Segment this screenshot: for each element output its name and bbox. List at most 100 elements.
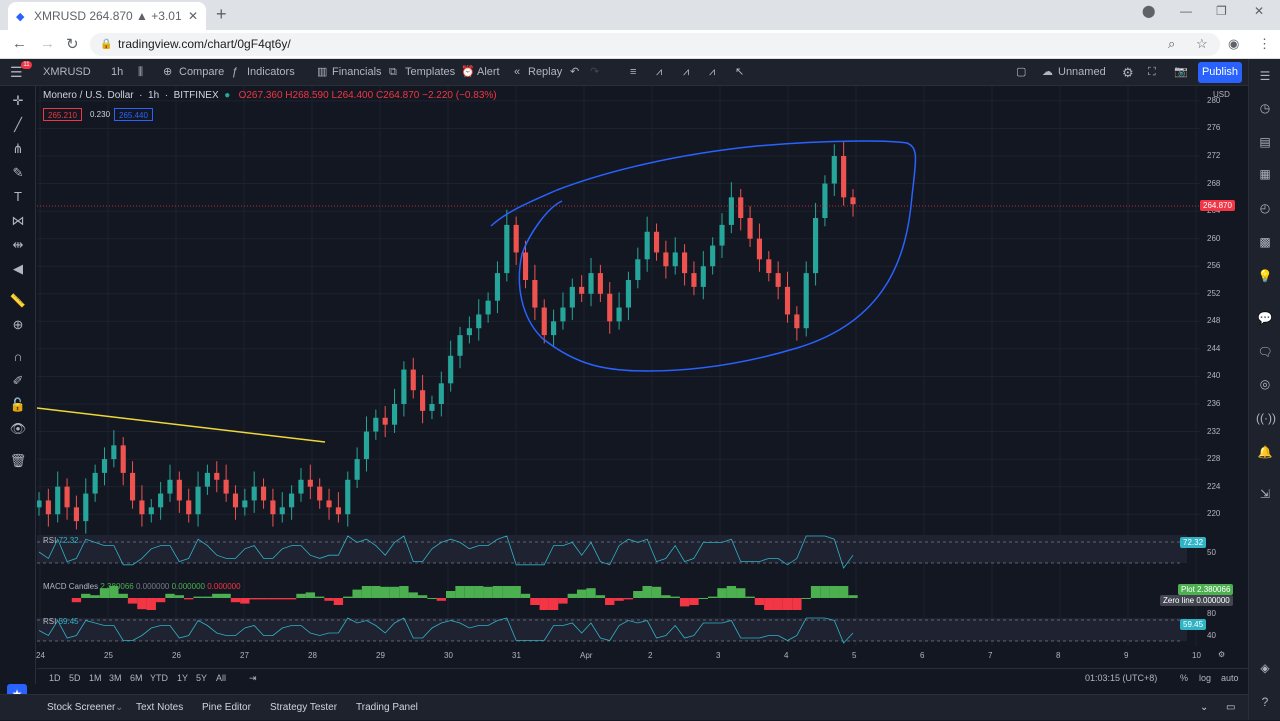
range-all[interactable]: All: [216, 673, 227, 683]
bookmark-star-icon[interactable]: ☆: [1196, 36, 1208, 51]
auto-toggle[interactable]: auto: [1221, 673, 1239, 683]
bid-price-box[interactable]: 265.210: [43, 108, 82, 121]
symbol-name[interactable]: Monero / U.S. Dollar: [43, 90, 134, 101]
tab-stock-screener[interactable]: Stock Screener: [47, 702, 116, 713]
replay-icon[interactable]: «: [514, 66, 521, 78]
compare-button[interactable]: Compare: [179, 66, 225, 78]
fullscreen-icon[interactable]: ⛶: [1148, 66, 1156, 78]
financials-button[interactable]: Financials: [332, 66, 382, 78]
browser-tab[interactable]: ◆ XMRUSD 264.870 ▲ +3.01% Unnamed ✕: [8, 2, 206, 30]
financials-icon[interactable]: ▥: [317, 66, 328, 78]
layout-icon[interactable]: ▢: [1016, 66, 1027, 78]
templates-button[interactable]: Templates: [405, 66, 456, 78]
time-settings-icon[interactable]: ⚙: [1218, 650, 1226, 659]
tab-trading-panel[interactable]: Trading Panel: [356, 702, 418, 713]
range-6m[interactable]: 6M: [130, 673, 143, 683]
trend-line-icon[interactable]: ╱: [14, 117, 22, 132]
data-window-icon[interactable]: ▤: [1259, 135, 1271, 149]
cloud-icon[interactable]: ☁: [1042, 66, 1053, 78]
calendar-icon[interactable]: ◴: [1259, 201, 1271, 215]
browser-menu-icon[interactable]: ⋮: [1258, 36, 1271, 51]
brush-icon[interactable]: ✎: [12, 165, 24, 180]
maximize-panel-icon[interactable]: ▭: [1226, 702, 1236, 713]
chat-icon[interactable]: 💬: [1257, 311, 1273, 325]
arrow-back-icon[interactable]: ◀: [13, 261, 23, 276]
replay-button[interactable]: Replay: [528, 66, 563, 78]
calendar-grid-icon[interactable]: ▩: [1259, 235, 1271, 249]
layout-name[interactable]: Unnamed: [1058, 66, 1106, 78]
chat-icon-2[interactable]: 🗨: [1257, 345, 1273, 359]
zoom-in-icon[interactable]: ⊕: [12, 317, 24, 332]
fib-icon[interactable]: ⋔: [12, 141, 24, 156]
range-3m[interactable]: 3M: [109, 673, 122, 683]
trash-icon[interactable]: 🗑: [9, 453, 27, 468]
range-ytd[interactable]: YTD: [150, 673, 168, 683]
range-1m[interactable]: 1M: [89, 673, 102, 683]
chart-style-icon[interactable]: ⫼: [138, 66, 144, 78]
close-window-icon[interactable]: ✕: [1254, 4, 1265, 18]
alerts-clock-icon[interactable]: ◷: [1259, 101, 1271, 115]
indicators-button[interactable]: Indicators: [247, 66, 295, 78]
tab-strategy-tester[interactable]: Strategy Tester: [270, 702, 338, 713]
watchlist-icon[interactable]: ☰: [1259, 69, 1271, 83]
tab-text-notes[interactable]: Text Notes: [136, 702, 184, 713]
collapse-panel-icon[interactable]: ⌄: [1200, 702, 1209, 713]
forward-icon[interactable]: →: [40, 35, 55, 52]
profile-dropdown-icon[interactable]: ⬤: [1142, 4, 1156, 18]
range-5y[interactable]: 5Y: [196, 673, 208, 683]
cursor-icon[interactable]: ↖: [735, 66, 745, 78]
hide-drawings-icon[interactable]: 👁: [9, 421, 27, 436]
tab-close-icon[interactable]: ✕: [187, 9, 198, 23]
hotlist-icon[interactable]: ▦: [1259, 167, 1271, 181]
minimize-icon[interactable]: —: [1180, 4, 1192, 18]
interval-button[interactable]: 1h: [111, 66, 124, 78]
undo-icon[interactable]: ↶: [570, 66, 580, 78]
maximize-icon[interactable]: ❐: [1216, 4, 1227, 18]
zoom-icon[interactable]: ⌕: [1168, 36, 1176, 51]
publish-button[interactable]: Publish: [1198, 62, 1242, 83]
templates-icon[interactable]: ⧉: [389, 66, 397, 78]
text-tool-icon[interactable]: T: [14, 189, 22, 204]
wave-pattern-icon-2[interactable]: ⩘: [683, 66, 690, 78]
menu-icon[interactable]: ☰: [10, 64, 23, 80]
compare-icon[interactable]: ⊕: [163, 66, 173, 78]
wave-pattern-icon-3[interactable]: ⩘: [709, 66, 716, 78]
log-toggle[interactable]: log: [1199, 673, 1212, 683]
settings-gear-icon[interactable]: ⚙: [1122, 65, 1134, 80]
stay-drawing-icon[interactable]: ✐: [12, 373, 24, 388]
range-5d[interactable]: 5D: [69, 673, 81, 683]
magnet-icon[interactable]: ∩: [13, 349, 23, 364]
range-1y[interactable]: 1Y: [177, 673, 189, 683]
url-field[interactable]: 🔒 tradingview.com/chart/0gF4qt6y/: [90, 33, 1220, 56]
goto-date-icon[interactable]: ⇥: [249, 673, 257, 683]
price-chart[interactable]: [37, 86, 1248, 646]
alert-button[interactable]: Alert: [477, 66, 500, 78]
streams-icon[interactable]: ◎: [1259, 377, 1271, 391]
help-icon[interactable]: ?: [1261, 695, 1269, 709]
ruler-icon[interactable]: 📏: [9, 293, 27, 308]
back-icon[interactable]: ←: [12, 35, 27, 52]
pattern-icon[interactable]: ⋈: [11, 213, 25, 228]
lock-drawings-icon[interactable]: 🔓: [9, 397, 27, 412]
range-1d[interactable]: 1D: [49, 673, 61, 683]
snapshot-camera-icon[interactable]: 📷: [1174, 66, 1188, 78]
bars-pattern-icon[interactable]: ≡: [630, 66, 637, 78]
extension-icon[interactable]: ◉: [1228, 36, 1240, 51]
broadcast-icon[interactable]: ((·)): [1256, 411, 1276, 425]
crosshair-icon[interactable]: ✛: [12, 93, 24, 108]
alert-icon[interactable]: ⏰: [461, 66, 475, 78]
reload-icon[interactable]: ↻: [66, 36, 79, 53]
new-tab-icon[interactable]: +: [216, 4, 227, 24]
symbol-search[interactable]: XMRUSD: [43, 66, 91, 78]
tab-pine-editor[interactable]: Pine Editor: [202, 702, 251, 713]
layers-icon[interactable]: ◈: [1260, 661, 1270, 675]
ideas-bulb-icon[interactable]: 💡: [1257, 269, 1273, 283]
bell-icon[interactable]: 🔔: [1257, 445, 1273, 459]
prediction-icon[interactable]: ⇹: [12, 237, 24, 252]
order-panel-icon[interactable]: ⇲: [1259, 487, 1271, 501]
redo-icon[interactable]: ↷: [590, 66, 600, 78]
wave-pattern-icon[interactable]: ⩘: [656, 66, 663, 78]
ask-price-box[interactable]: 265.440: [114, 108, 153, 121]
percent-toggle[interactable]: %: [1180, 673, 1189, 683]
indicators-icon[interactable]: ƒ: [232, 66, 239, 78]
